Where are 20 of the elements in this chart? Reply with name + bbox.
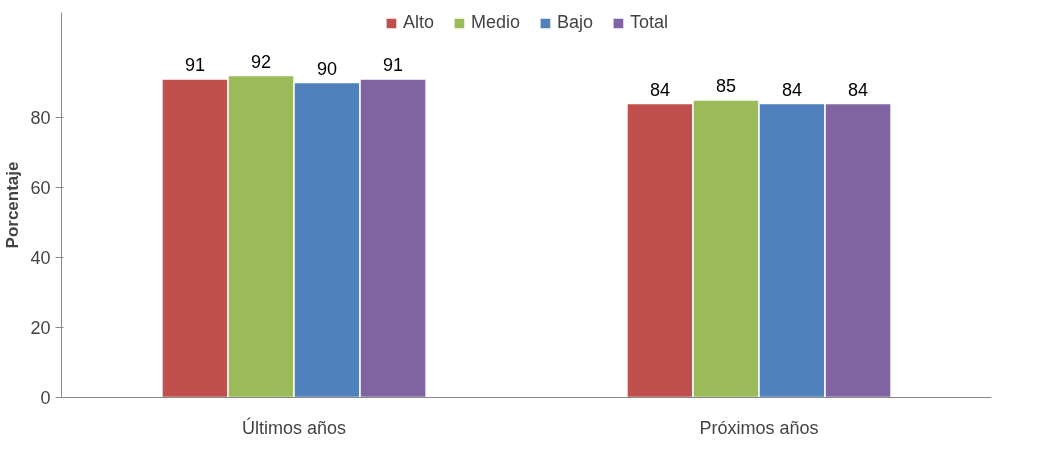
data-label: 84 <box>782 79 803 100</box>
y-tick-label: 40 <box>30 248 51 268</box>
y-tick-label: 60 <box>30 178 51 198</box>
y-tick-label: 80 <box>30 108 51 128</box>
legend-label: Bajo <box>557 12 594 33</box>
y-tick-label: 20 <box>30 318 51 338</box>
data-label: 91 <box>184 55 205 75</box>
y-axis-title: Porcentaje <box>3 161 23 249</box>
legend-label: Medio <box>470 12 520 33</box>
y-tick-label: 0 <box>40 388 51 408</box>
data-label: 84 <box>649 79 670 100</box>
x-tick-label: Últimos años <box>241 416 347 438</box>
x-tick-label: Próximos años <box>699 417 819 438</box>
data-label: 90 <box>317 58 338 79</box>
data-label: 91 <box>383 55 404 75</box>
legend-label: Alto <box>402 12 434 33</box>
legend-label: Total <box>630 12 669 33</box>
data-label: 84 <box>848 79 869 100</box>
data-label: 85 <box>715 76 737 96</box>
data-label: 92 <box>250 51 272 72</box>
